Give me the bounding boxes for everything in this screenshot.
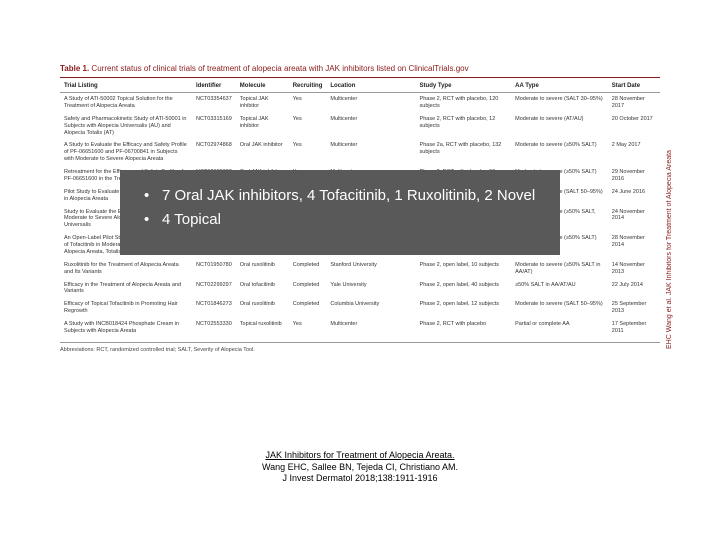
col-studytype: Study Type [416, 80, 512, 93]
table-cell: Moderate to severe (SALT 30–95%) [511, 93, 608, 113]
table-row: Efficacy of Topical Tofacitinib in Promo… [60, 298, 660, 318]
col-trial: Trial Listing [60, 80, 192, 93]
table-cell: Yale University [326, 279, 415, 299]
table-cell: ≥50% SALT in AA/AT/AU [511, 279, 608, 299]
table-cell: Yes [289, 113, 327, 140]
table-cell: Columbia University [326, 298, 415, 318]
table-cell: Stanford University [326, 259, 415, 279]
col-aatype: AA Type [511, 80, 608, 93]
table-cell: Phase 2, open label, 40 subjects [416, 279, 512, 299]
table-row: Efficacy in the Treatment of Alopecia Ar… [60, 279, 660, 299]
table-title: Table 1. Current status of clinical tria… [60, 60, 660, 78]
table-cell: Safety and Pharmacokinetic Study of ATI-… [60, 113, 192, 140]
citation-journal: J Invest Dermatol 2018;138:1911-1916 [0, 473, 720, 485]
table-header-row: Trial Listing Identifier Molecule Recrui… [60, 80, 660, 93]
table-cell: NCT02974868 [192, 139, 236, 166]
table-cell: 24 June 2016 [608, 186, 660, 206]
table-cell: Completed [289, 298, 327, 318]
table-cell: Efficacy in the Treatment of Alopecia Ar… [60, 279, 192, 299]
table-cell: 14 November 2013 [608, 259, 660, 279]
table-cell: NCT02553330 [192, 318, 236, 338]
table-cell: Topical ruxolitinib [236, 318, 289, 338]
col-startdate: Start Date [608, 80, 660, 93]
table-cell: Multicenter [326, 93, 415, 113]
citation-title: JAK Inhibitors for Treatment of Alopecia… [0, 450, 720, 462]
table-row: A Study to Evaluate the Efficacy and Saf… [60, 139, 660, 166]
col-recruiting: Recruiting [289, 80, 327, 93]
table-cell: Phase 2, open label, 12 subjects [416, 298, 512, 318]
citation-block: JAK Inhibitors for Treatment of Alopecia… [0, 450, 720, 485]
table-cell: A Study to Evaluate the Efficacy and Saf… [60, 139, 192, 166]
table-cell: Completed [289, 259, 327, 279]
table-cell: Multicenter [326, 318, 415, 338]
col-location: Location [326, 80, 415, 93]
summary-overlay: 7 Oral JAK inhibitors, 4 Tofacitinib, 1 … [120, 170, 560, 255]
table-title-link: ClinicalTrials.gov [408, 64, 468, 73]
table-cell: 29 November 2016 [608, 166, 660, 186]
table-cell: Moderate to severe (AT/AU) [511, 113, 608, 140]
table-cell: Phase 2, open label, 10 subjects [416, 259, 512, 279]
table-row: A Study of ATI-50002 Topical Solution fo… [60, 93, 660, 113]
table-cell: Topical JAK inhibitor [236, 93, 289, 113]
side-caption: EHC Wang et al. JAK Inhibitors for Treat… [666, 120, 676, 380]
table-cell: 28 November 2014 [608, 232, 660, 259]
table-cell: 24 November 2014 [608, 206, 660, 233]
table-cell: Yes [289, 93, 327, 113]
col-molecule: Molecule [236, 80, 289, 93]
table-cell: Topical JAK inhibitor [236, 113, 289, 140]
table-cell: 2 May 2017 [608, 139, 660, 166]
table-cell: Yes [289, 139, 327, 166]
table-cell: NCT03354637 [192, 93, 236, 113]
table-cell: A Study of ATI-50002 Topical Solution fo… [60, 93, 192, 113]
table-cell: 17 September 2011 [608, 318, 660, 338]
table-abbrev: Abbreviations: RCT, randomized controlle… [60, 342, 660, 353]
table-cell: 28 November 2017 [608, 93, 660, 113]
table-title-main: Current status of clinical trials of tre… [91, 64, 408, 73]
table-cell: Completed [289, 279, 327, 299]
col-identifier: Identifier [192, 80, 236, 93]
table-cell: Moderate to severe (≥50% SALT) [511, 139, 608, 166]
overlay-item: 7 Oral JAK inhibitors, 4 Tofacitinib, 1 … [144, 186, 536, 206]
table-cell: A Study with INCB018424 Phosphate Cream … [60, 318, 192, 338]
table-cell: Efficacy of Topical Tofacitinib in Promo… [60, 298, 192, 318]
table-cell: NCT03315169 [192, 113, 236, 140]
table-cell: Phase 2, RCT with placebo, 120 subjects [416, 93, 512, 113]
table-cell: 22 July 2014 [608, 279, 660, 299]
table-cell: Phase 2a, RCT with placebo, 132 subjects [416, 139, 512, 166]
citation-authors: Wang EHC, Sallee BN, Tejeda CI, Christia… [0, 462, 720, 474]
table-cell: NCT01950780 [192, 259, 236, 279]
table-row: Ruxolitinib for the Treatment of Alopeci… [60, 259, 660, 279]
table-cell: 25 September 2013 [608, 298, 660, 318]
table-cell: Phase 2, RCT with placebo, 12 subjects [416, 113, 512, 140]
table-cell: NCT02299297 [192, 279, 236, 299]
table-title-prefix: Table 1. [60, 64, 91, 73]
table-cell: Moderate to severe (≥50% SALT in AA/AT) [511, 259, 608, 279]
table-cell: Multicenter [326, 139, 415, 166]
table-cell: Oral tofacitinib [236, 279, 289, 299]
table-cell: 20 October 2017 [608, 113, 660, 140]
table-row: A Study with INCB018424 Phosphate Cream … [60, 318, 660, 338]
table-row: Safety and Pharmacokinetic Study of ATI-… [60, 113, 660, 140]
table-cell: Partial or complete AA [511, 318, 608, 338]
table-cell: Oral ruxolitinib [236, 259, 289, 279]
table-cell: Multicenter [326, 113, 415, 140]
table-cell: Oral ruxolitinib [236, 298, 289, 318]
table-cell: Phase 2, RCT with placebo [416, 318, 512, 338]
table-cell: NCT01846273 [192, 298, 236, 318]
overlay-item: 4 Topical [144, 210, 536, 230]
table-cell: Ruxolitinib for the Treatment of Alopeci… [60, 259, 192, 279]
table-cell: Oral JAK inhibitor [236, 139, 289, 166]
table-cell: Moderate to severe (SALT 50–95%) [511, 298, 608, 318]
table-cell: Yes [289, 318, 327, 338]
